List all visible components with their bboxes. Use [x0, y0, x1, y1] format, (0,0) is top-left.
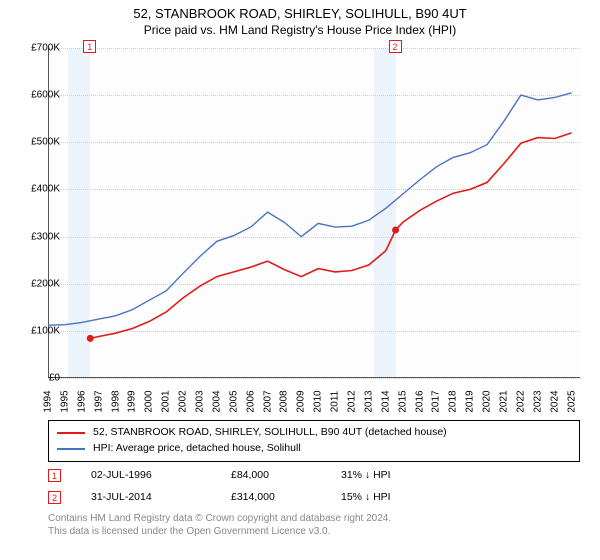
- x-axis-label: 2013: [363, 390, 374, 412]
- x-axis-label: 2024: [549, 390, 560, 412]
- annotation-price-1: £84,000: [231, 469, 341, 481]
- chart-title-sub: Price paid vs. HM Land Registry's House …: [0, 23, 600, 39]
- y-axis-label: £400K: [31, 184, 60, 195]
- chart-svg: [48, 48, 580, 378]
- x-axis-label: 2010: [313, 390, 324, 412]
- marker-dot-2: [392, 226, 399, 233]
- title-block: 52, STANBROOK ROAD, SHIRLEY, SOLIHULL, B…: [0, 0, 600, 38]
- x-axis-label: 2009: [296, 390, 307, 412]
- x-axis-label: 2005: [228, 390, 239, 412]
- footer-attribution: Contains HM Land Registry data © Crown c…: [48, 512, 391, 538]
- x-axis-label: 2015: [397, 390, 408, 412]
- x-axis-label: 2000: [144, 390, 155, 412]
- annotation-date-2: 31-JUL-2014: [91, 491, 231, 503]
- y-axis-label: £500K: [31, 137, 60, 148]
- x-axis-label: 2016: [414, 390, 425, 412]
- x-axis-label: 2007: [262, 390, 273, 412]
- legend-label-price-paid: 52, STANBROOK ROAD, SHIRLEY, SOLIHULL, B…: [93, 425, 447, 441]
- x-axis-label: 2022: [515, 390, 526, 412]
- annotation-price-2: £314,000: [231, 491, 341, 503]
- chart-container: 52, STANBROOK ROAD, SHIRLEY, SOLIHULL, B…: [0, 0, 600, 560]
- marker-box-2: 2: [389, 40, 402, 53]
- x-axis-label: 1994: [43, 390, 54, 412]
- x-axis-label: 2012: [347, 390, 358, 412]
- annotation-pct-1: 31% ↓ HPI: [341, 469, 421, 481]
- legend-label-hpi: HPI: Average price, detached house, Soli…: [93, 441, 301, 457]
- legend-swatch-hpi: [57, 448, 85, 450]
- annotation-marker-1: 1: [48, 469, 61, 482]
- x-axis-label: 2021: [499, 390, 510, 412]
- annotation-table: 1 02-JUL-1996 £84,000 31% ↓ HPI 2 31-JUL…: [48, 464, 421, 508]
- x-axis-label: 2002: [178, 390, 189, 412]
- y-axis-label: £100K: [31, 325, 60, 336]
- x-axis-label: 2006: [245, 390, 256, 412]
- x-axis-label: 2001: [161, 390, 172, 412]
- x-axis-label: 2014: [380, 390, 391, 412]
- x-axis-label: 2018: [448, 390, 459, 412]
- x-axis-label: 1999: [127, 390, 138, 412]
- legend-swatch-price-paid: [57, 432, 85, 434]
- series-hpi: [48, 93, 572, 325]
- marker-box-1: 1: [83, 40, 96, 53]
- y-axis-label: £700K: [31, 43, 60, 54]
- chart-title-address: 52, STANBROOK ROAD, SHIRLEY, SOLIHULL, B…: [0, 6, 600, 23]
- footer-line-1: Contains HM Land Registry data © Crown c…: [48, 512, 391, 525]
- y-axis-label: £300K: [31, 231, 60, 242]
- legend-row-hpi: HPI: Average price, detached house, Soli…: [57, 441, 571, 457]
- series-price_paid: [90, 133, 571, 339]
- x-axis-label: 2008: [279, 390, 290, 412]
- legend-box: 52, STANBROOK ROAD, SHIRLEY, SOLIHULL, B…: [48, 420, 580, 462]
- annotation-marker-2: 2: [48, 491, 61, 504]
- x-axis-label: 2017: [431, 390, 442, 412]
- x-axis-label: 2003: [195, 390, 206, 412]
- marker-dot-1: [87, 335, 94, 342]
- footer-line-2: This data is licensed under the Open Gov…: [48, 525, 391, 538]
- x-axis-label: 2011: [330, 391, 341, 413]
- y-axis-label: £600K: [31, 90, 60, 101]
- y-axis-label: £0: [49, 373, 60, 384]
- annotation-row-1: 1 02-JUL-1996 £84,000 31% ↓ HPI: [48, 464, 421, 486]
- x-axis-label: 2020: [482, 390, 493, 412]
- x-axis-label: 2004: [211, 390, 222, 412]
- annotation-pct-2: 15% ↓ HPI: [341, 491, 421, 503]
- x-axis-label: 1996: [76, 390, 87, 412]
- x-axis-label: 2025: [566, 390, 577, 412]
- x-axis-label: 2023: [532, 390, 543, 412]
- gridline: [48, 378, 580, 379]
- legend-row-price-paid: 52, STANBROOK ROAD, SHIRLEY, SOLIHULL, B…: [57, 425, 571, 441]
- annotation-row-2: 2 31-JUL-2014 £314,000 15% ↓ HPI: [48, 486, 421, 508]
- x-axis-label: 1995: [59, 390, 70, 412]
- x-axis-label: 1998: [110, 390, 121, 412]
- x-axis-label: 1997: [93, 390, 104, 412]
- annotation-date-1: 02-JUL-1996: [91, 469, 231, 481]
- y-axis-label: £200K: [31, 278, 60, 289]
- plot-area: 12: [48, 48, 580, 378]
- x-axis-label: 2019: [465, 390, 476, 412]
